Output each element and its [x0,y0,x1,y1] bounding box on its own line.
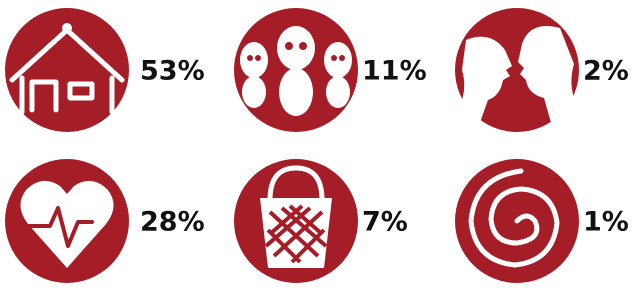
icon-heart [5,159,129,283]
icon-spiral [455,159,579,283]
percentage-label: 53% [140,56,205,87]
percentage-label: 11% [362,56,427,87]
icon-faces [455,8,579,132]
icon-house [5,8,129,132]
percentage-label: 28% [140,207,205,238]
percentage-label: 7% [362,207,408,238]
infographic: 53% 11% 2% 28% 7% 1% [0,0,640,289]
icon-figures [234,8,358,132]
percentage-label: 2% [583,56,629,87]
percentage-label: 1% [583,207,629,238]
icon-basket [234,159,358,283]
